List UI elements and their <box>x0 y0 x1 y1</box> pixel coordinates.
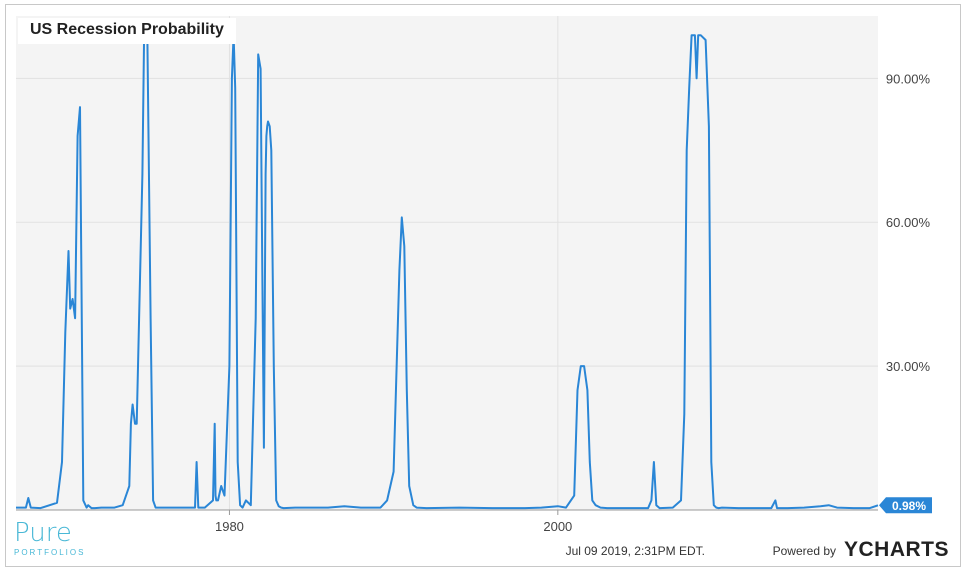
x-tick-label: 2000 <box>543 519 572 534</box>
y-tick-label: 90.00% <box>886 71 931 86</box>
chart-title: US Recession Probability <box>18 18 236 44</box>
y-tick-label: 30.00% <box>886 359 931 374</box>
logo-subtitle: PORTFOLIOS <box>14 548 86 557</box>
last-value-badge <box>879 497 932 514</box>
pure-portfolios-logo: Pure PORTFOLIOS <box>14 520 85 557</box>
footer-powered-by: Powered by <box>772 544 836 558</box>
x-tick-label: 1980 <box>215 519 244 534</box>
logo-word: Pure <box>14 518 72 548</box>
last-value-label: 0.98% <box>892 499 926 513</box>
ycharts-logo[interactable]: YCHARTS <box>843 538 949 561</box>
y-tick-label: 60.00% <box>886 215 931 230</box>
plot-area <box>16 16 878 510</box>
series-line <box>16 34 879 510</box>
footer-timestamp: Jul 09 2019, 2:31PM EDT. <box>565 544 705 558</box>
